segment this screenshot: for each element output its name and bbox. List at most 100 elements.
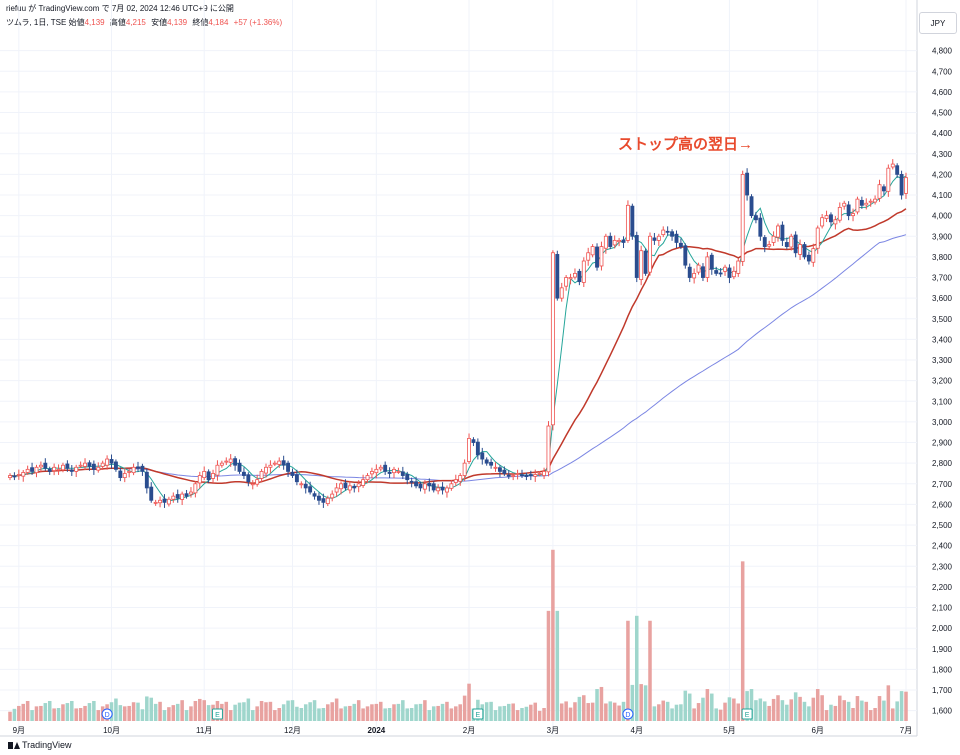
volume-bar — [665, 701, 670, 721]
candle-body — [528, 474, 533, 476]
candle-body — [829, 214, 833, 223]
candle-body — [895, 165, 900, 175]
volume-bar — [851, 708, 855, 721]
volume-bar — [237, 702, 242, 721]
volume-bar — [356, 700, 361, 721]
candle-body — [339, 483, 343, 490]
open-label: 始値 — [68, 18, 85, 27]
candle-body — [12, 475, 17, 478]
candle-body — [228, 458, 233, 463]
volume-bar — [246, 698, 251, 721]
volume-bar — [612, 702, 617, 721]
candle-body — [74, 466, 79, 472]
candle-body — [131, 466, 136, 474]
volume-bar — [206, 705, 211, 721]
candle-body — [294, 474, 299, 483]
brand-label: TradingView — [22, 740, 72, 750]
volume-bar — [83, 705, 87, 721]
candle-body — [515, 473, 520, 475]
candle-body — [30, 467, 35, 472]
volume-bar — [904, 691, 908, 721]
candle-body — [144, 471, 149, 489]
candle-body — [241, 471, 246, 476]
candle-body — [564, 277, 569, 287]
candle-body — [255, 479, 260, 485]
volume-bar — [661, 700, 666, 721]
volume-bar — [687, 693, 692, 721]
candle-body — [661, 229, 666, 236]
y-tick-label: 4,800 — [932, 47, 953, 56]
volume-bar — [127, 705, 131, 721]
volume-bar — [701, 697, 705, 721]
volume-bar — [785, 704, 789, 721]
volume-bar — [233, 704, 237, 721]
candle-body — [802, 244, 807, 258]
candle-body — [723, 266, 727, 272]
candle-body — [683, 245, 688, 266]
candle-body — [497, 467, 502, 472]
volume-bar — [882, 700, 886, 721]
volume-bar — [171, 705, 176, 721]
volume-bar — [692, 708, 696, 721]
candle-body — [427, 482, 432, 487]
earnings-marker — [211, 708, 223, 720]
candle-body — [180, 493, 185, 500]
candle-body — [573, 272, 577, 278]
candle-body — [890, 163, 895, 168]
x-tick-label: 7月 — [900, 726, 912, 735]
volume-bar — [683, 690, 688, 721]
candle-body — [868, 200, 873, 203]
tradingview-brand[interactable]: TradingView — [8, 740, 72, 750]
volume-bar — [493, 710, 498, 721]
candle-body — [475, 441, 480, 456]
candle-body — [166, 498, 171, 505]
volume-bar — [273, 710, 277, 721]
low-value: 4,139 — [167, 18, 188, 27]
candle-body — [109, 459, 114, 464]
x-tick-label: 10月 — [103, 726, 120, 735]
candle-body — [678, 242, 683, 247]
candle-body — [246, 474, 251, 483]
volume-bar — [634, 615, 639, 721]
volume-bar — [396, 703, 401, 721]
candle-body — [369, 471, 374, 475]
volume-bar — [489, 701, 493, 721]
volume-bar — [312, 700, 317, 721]
candle-body — [815, 227, 820, 249]
currency-button[interactable]: JPY — [919, 12, 957, 34]
volume-bar — [427, 710, 432, 721]
candle-body — [312, 493, 317, 497]
candle-body — [762, 237, 767, 247]
volume-bar — [445, 701, 449, 721]
volume-bar — [590, 702, 595, 721]
candle-body — [740, 173, 745, 262]
volume-bar — [599, 686, 604, 721]
candle-body — [436, 487, 441, 492]
volume-bar — [506, 703, 511, 721]
candle-body — [771, 235, 776, 243]
candle-body — [422, 483, 427, 490]
volume-bar — [409, 708, 414, 721]
candle-body — [467, 438, 471, 462]
candle-body — [356, 483, 361, 488]
candle-body — [881, 186, 886, 192]
y-tick-label: 3,100 — [932, 397, 953, 406]
volume-bar — [498, 706, 502, 721]
candle-body — [87, 462, 92, 467]
candle-body — [599, 246, 604, 267]
y-tick-label: 2,100 — [932, 604, 953, 613]
volume-bar — [714, 708, 718, 721]
volume-bar — [149, 697, 154, 721]
volume-bar — [392, 704, 396, 721]
candle-body — [701, 266, 705, 278]
candle-body — [193, 483, 198, 494]
close-value: 4,184 — [208, 18, 229, 27]
volume-bar — [643, 685, 648, 721]
tradingview-logo-icon — [8, 741, 20, 749]
candle-body — [471, 439, 476, 443]
candle-body — [25, 468, 30, 473]
volume-bar — [145, 696, 149, 721]
volume-bar — [564, 701, 568, 721]
y-tick-label: 4,600 — [932, 88, 953, 97]
